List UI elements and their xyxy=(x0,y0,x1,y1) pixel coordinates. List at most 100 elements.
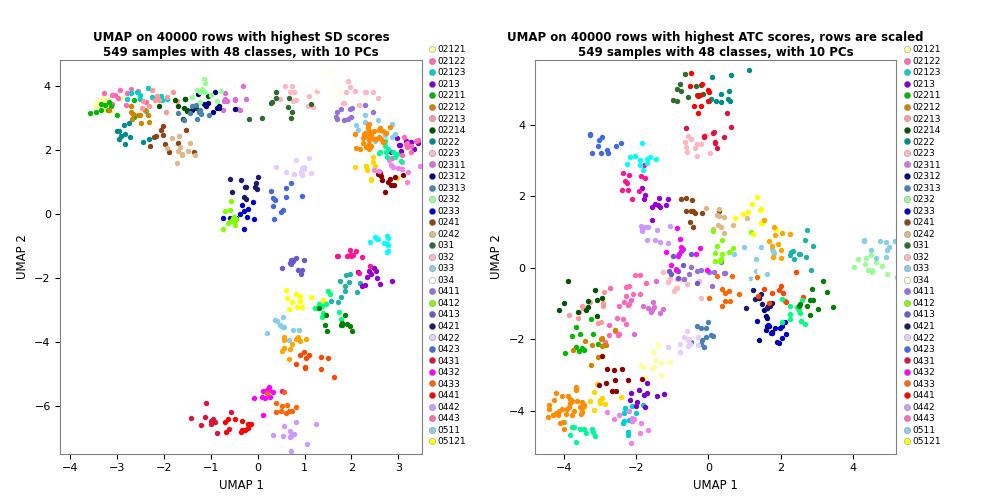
Point xyxy=(228,215,244,223)
Point xyxy=(706,128,722,136)
Point xyxy=(240,419,256,427)
Point xyxy=(283,260,299,268)
Point xyxy=(617,177,633,185)
Point xyxy=(154,122,170,130)
Point xyxy=(370,116,386,124)
Point xyxy=(156,140,172,148)
Point xyxy=(214,87,230,95)
Point xyxy=(176,116,193,124)
Point xyxy=(343,113,359,121)
Point xyxy=(360,121,376,130)
Point xyxy=(632,161,648,169)
Point xyxy=(151,96,167,104)
Point xyxy=(738,275,754,283)
Point xyxy=(177,126,194,134)
Point xyxy=(122,108,138,116)
Point xyxy=(370,170,386,178)
Point xyxy=(744,200,760,208)
Point xyxy=(799,302,815,310)
Point xyxy=(615,169,631,177)
Point xyxy=(678,327,695,335)
Point xyxy=(558,410,575,418)
Point xyxy=(767,231,783,239)
Point xyxy=(683,338,700,346)
Point xyxy=(868,258,884,266)
Point xyxy=(639,223,655,231)
Point xyxy=(265,202,281,210)
Point xyxy=(592,397,608,405)
Point xyxy=(140,111,156,119)
Point xyxy=(207,89,223,97)
Point xyxy=(714,90,730,98)
Point xyxy=(291,292,307,300)
Point xyxy=(568,383,584,391)
Point xyxy=(648,277,664,285)
Point xyxy=(141,102,157,110)
Point xyxy=(330,298,346,306)
Point xyxy=(622,396,638,404)
Point xyxy=(606,366,622,374)
Point xyxy=(358,143,374,151)
Point xyxy=(212,104,228,112)
Point xyxy=(758,312,774,320)
Point xyxy=(321,287,337,295)
Point xyxy=(343,251,359,260)
Point xyxy=(318,311,334,319)
Point xyxy=(671,250,687,259)
Point xyxy=(383,161,399,169)
Point xyxy=(557,349,574,357)
Point xyxy=(380,241,396,249)
Point xyxy=(224,217,240,225)
Point xyxy=(289,303,305,311)
Point xyxy=(753,219,769,227)
Point xyxy=(137,106,153,114)
Point xyxy=(102,106,118,114)
Point xyxy=(636,223,652,231)
Point xyxy=(708,138,724,146)
Point xyxy=(175,115,192,123)
Point xyxy=(583,131,599,139)
Point xyxy=(240,424,256,432)
Point xyxy=(352,145,368,153)
Point xyxy=(296,163,312,171)
Point xyxy=(394,151,410,159)
Point xyxy=(363,270,379,278)
Point xyxy=(664,96,680,104)
Point xyxy=(366,127,382,135)
Point xyxy=(694,209,710,217)
Point xyxy=(601,321,617,329)
Point xyxy=(613,393,629,401)
Point xyxy=(268,94,284,102)
Point xyxy=(203,420,219,428)
Point xyxy=(378,148,394,156)
Point xyxy=(104,91,120,99)
Point xyxy=(889,273,905,281)
Point xyxy=(142,142,158,150)
Point xyxy=(363,132,379,140)
Point xyxy=(682,135,699,143)
Point xyxy=(688,250,705,258)
Point xyxy=(577,403,593,411)
Point xyxy=(285,97,301,105)
Point xyxy=(611,302,627,310)
Point xyxy=(650,201,666,209)
Point xyxy=(332,90,348,98)
Point xyxy=(357,281,373,289)
Point xyxy=(591,353,607,361)
Point xyxy=(656,390,672,398)
Point xyxy=(591,142,607,150)
Point xyxy=(727,214,743,222)
Point xyxy=(112,86,128,94)
Point xyxy=(363,176,379,184)
Point xyxy=(548,389,564,397)
Point xyxy=(173,151,190,159)
Point xyxy=(782,251,798,260)
Point xyxy=(621,407,637,415)
Point xyxy=(283,447,299,455)
Point xyxy=(159,144,175,152)
Point xyxy=(292,168,308,176)
Point xyxy=(570,397,586,405)
Point xyxy=(124,115,140,123)
Point xyxy=(179,147,196,155)
Point xyxy=(620,301,636,309)
